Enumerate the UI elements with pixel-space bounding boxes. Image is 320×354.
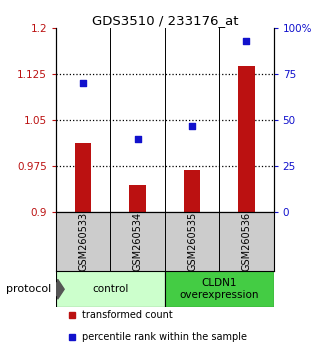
Bar (238, 66, 255, 212)
Point (135, 136, 140, 142)
FancyArrow shape (56, 279, 64, 299)
Text: control: control (92, 284, 129, 294)
Point (244, 38, 249, 44)
Bar (75, 143, 92, 212)
Text: GSM260536: GSM260536 (241, 212, 252, 271)
Point (81, 81, 86, 86)
Text: CLDN1
overexpression: CLDN1 overexpression (180, 279, 259, 300)
Text: GSM260535: GSM260535 (187, 212, 197, 271)
Text: transformed count: transformed count (82, 310, 173, 320)
Text: GSM260534: GSM260534 (132, 212, 143, 271)
Bar (165, 271, 274, 307)
Text: protocol: protocol (6, 284, 52, 294)
Bar (56, 271, 165, 307)
Text: percentile rank within the sample: percentile rank within the sample (82, 332, 247, 342)
Point (189, 123, 195, 129)
Title: GDS3510 / 233176_at: GDS3510 / 233176_at (92, 14, 238, 27)
Bar (184, 170, 200, 212)
Text: GSM260533: GSM260533 (78, 212, 88, 271)
Bar (129, 184, 146, 212)
